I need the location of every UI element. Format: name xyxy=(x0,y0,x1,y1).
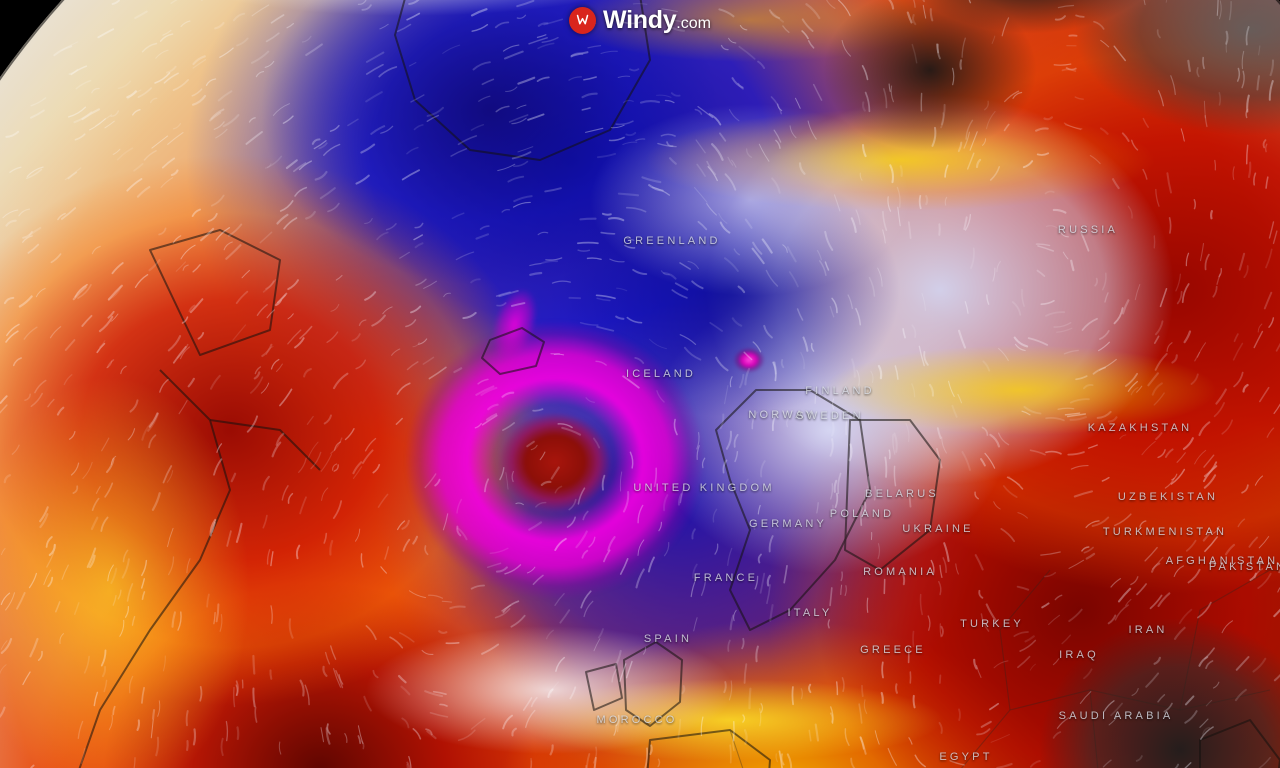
windy-wordmark: Windy.com xyxy=(603,6,711,35)
windy-wordmark-text: Windy xyxy=(603,6,677,34)
windy-wordmark-suffix: .com xyxy=(676,15,711,32)
windy-logo-mark-icon xyxy=(569,7,597,34)
windy-logo[interactable]: Windy.com xyxy=(561,4,719,37)
